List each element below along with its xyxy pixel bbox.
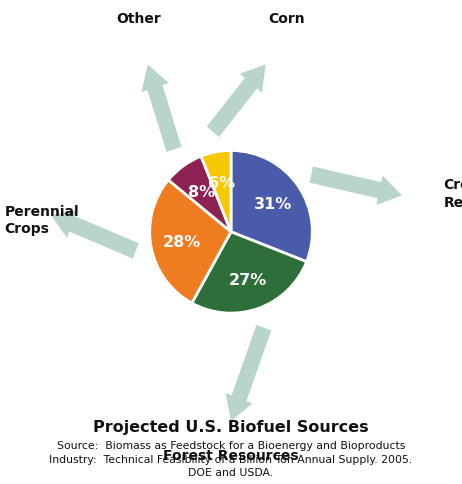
Text: 31%: 31% xyxy=(254,197,292,212)
Text: 28%: 28% xyxy=(162,234,201,249)
Wedge shape xyxy=(231,151,312,262)
Text: Forest Resources: Forest Resources xyxy=(163,448,299,462)
Text: Crop
Residues: Crop Residues xyxy=(444,178,462,209)
Wedge shape xyxy=(150,181,231,303)
Text: 27%: 27% xyxy=(229,272,267,287)
Text: 6%: 6% xyxy=(208,175,235,190)
Polygon shape xyxy=(207,65,266,138)
Text: DOE and USDA.: DOE and USDA. xyxy=(188,468,274,477)
Text: 8%: 8% xyxy=(188,184,215,199)
Text: Industry:  Technical Feasibility of a Billion Ton Annual Supply. 2005.: Industry: Technical Feasibility of a Bil… xyxy=(49,454,413,464)
Text: Other: Other xyxy=(116,13,161,26)
Wedge shape xyxy=(201,151,231,232)
Text: Perennial
Crops: Perennial Crops xyxy=(5,205,79,236)
Polygon shape xyxy=(51,211,139,259)
Polygon shape xyxy=(141,65,182,152)
Text: Source:  Biomass as Feedstock for a Bioenergy and Bioproducts: Source: Biomass as Feedstock for a Bioen… xyxy=(57,440,405,450)
Wedge shape xyxy=(168,157,231,232)
Polygon shape xyxy=(225,325,271,421)
Wedge shape xyxy=(192,232,307,314)
Text: Projected U.S. Biofuel Sources: Projected U.S. Biofuel Sources xyxy=(93,420,369,434)
Text: Corn: Corn xyxy=(268,13,305,26)
Polygon shape xyxy=(310,167,402,206)
